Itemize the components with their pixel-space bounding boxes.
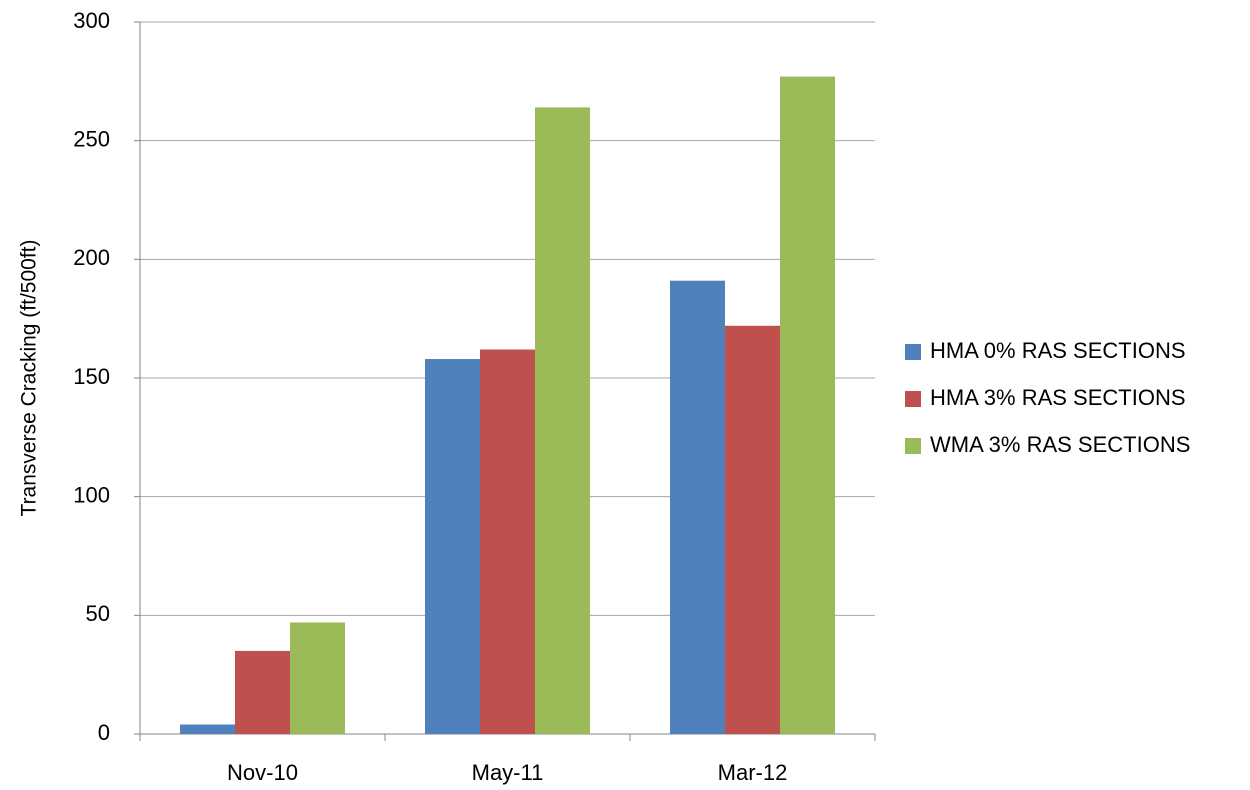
y-tick-label: 250 bbox=[73, 126, 110, 151]
bar bbox=[180, 724, 235, 734]
y-tick-label: 150 bbox=[73, 364, 110, 389]
y-axis-label: Transverse Cracking (ft/500ft) bbox=[18, 240, 41, 517]
legend-swatch bbox=[905, 438, 921, 454]
bar bbox=[670, 280, 725, 734]
bar bbox=[290, 622, 345, 734]
y-tick-label: 100 bbox=[73, 482, 110, 507]
legend-label: HMA 3% RAS SECTIONS bbox=[930, 385, 1186, 410]
bar bbox=[535, 107, 590, 734]
x-tick-label: Nov-10 bbox=[227, 760, 298, 785]
bar bbox=[425, 359, 480, 734]
y-tick-label: 300 bbox=[73, 8, 110, 33]
y-tick-label: 50 bbox=[86, 601, 110, 626]
legend-label: HMA 0% RAS SECTIONS bbox=[930, 338, 1186, 363]
bar bbox=[725, 325, 780, 734]
x-tick-label: May-11 bbox=[472, 760, 544, 785]
legend-swatch bbox=[905, 391, 921, 407]
bar bbox=[480, 349, 535, 734]
legend-label: WMA 3% RAS SECTIONS bbox=[930, 432, 1190, 457]
y-tick-label: 200 bbox=[73, 245, 110, 270]
x-tick-label: Mar-12 bbox=[718, 760, 788, 785]
legend-swatch bbox=[905, 344, 921, 360]
bar bbox=[780, 76, 835, 734]
bar bbox=[235, 650, 290, 734]
y-tick-label: 0 bbox=[98, 720, 110, 745]
